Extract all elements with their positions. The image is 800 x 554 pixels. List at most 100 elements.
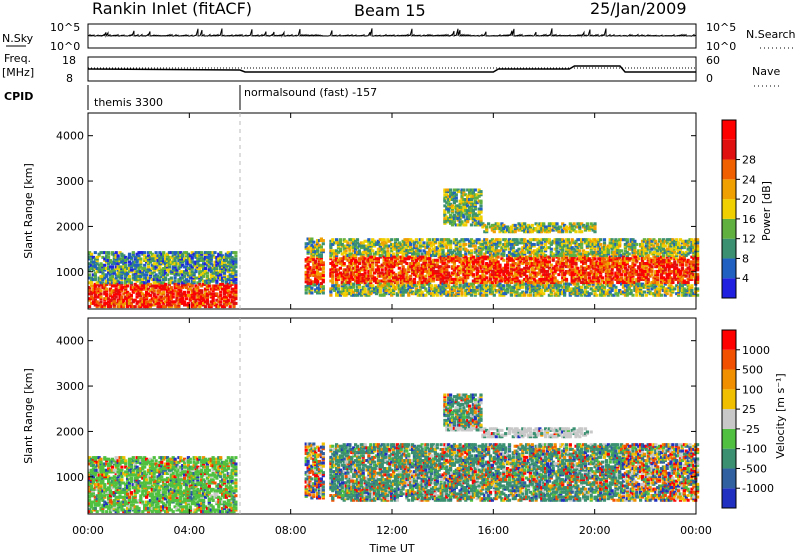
heatmap-cell (397, 274, 401, 278)
heatmap-cell (120, 268, 124, 272)
heatmap-cell (145, 292, 149, 296)
heatmap-cell (437, 277, 441, 281)
heatmap-cell (469, 204, 474, 208)
heatmap-cell (469, 244, 474, 248)
heatmap-cell (532, 274, 536, 278)
heatmap-cell (126, 305, 130, 309)
heatmap-cell (504, 281, 508, 285)
heatmap-cell (587, 273, 591, 277)
heatmap-cell (536, 281, 540, 285)
heatmap-cell (538, 254, 542, 258)
heatmap-cell (460, 268, 464, 272)
heatmap-cell (118, 251, 122, 255)
heatmap-cell (409, 249, 413, 253)
heatmap-cell (169, 293, 173, 297)
heatmap-cell (118, 260, 122, 264)
heatmap-cell (152, 300, 156, 304)
heatmap-cell (494, 223, 498, 227)
heatmap-cell (190, 260, 194, 264)
heatmap-cell (112, 252, 116, 256)
heatmap-cell (179, 300, 183, 304)
heatmap-cell (452, 281, 456, 285)
heatmap-cell (452, 239, 456, 243)
heatmap-cell (563, 293, 567, 297)
heatmap-cell (504, 290, 508, 294)
heatmap-cell (101, 265, 105, 269)
heatmap-cell (498, 239, 502, 243)
heatmap-cell (167, 265, 171, 269)
heatmap-cell (363, 257, 367, 261)
heatmap-cell (462, 242, 466, 246)
heatmap-cell (317, 283, 322, 287)
heatmap-cell (437, 254, 441, 258)
heatmap-cell (158, 251, 162, 255)
heatmap-cell (549, 222, 553, 226)
heatmap-cell (357, 284, 361, 288)
heatmap-cell (126, 293, 130, 297)
heatmap-cell (131, 263, 135, 267)
heatmap-cell (405, 290, 409, 294)
heatmap-cell (517, 266, 521, 270)
heatmap-cell (466, 199, 470, 203)
heatmap-cell (205, 297, 209, 301)
heatmap-cell (120, 301, 124, 305)
heatmap-cell (544, 247, 548, 251)
heatmap-cell (228, 301, 232, 305)
heatmap-cell (409, 242, 413, 246)
heatmap-cell (416, 249, 420, 253)
heatmap-cell (367, 277, 371, 281)
heatmap-cell (528, 230, 532, 234)
heatmap-cell (91, 255, 95, 259)
heatmap-cell (414, 290, 418, 294)
heatmap-cell (587, 227, 591, 231)
heatmap-cell (443, 255, 447, 259)
heatmap-cell (525, 257, 529, 261)
heatmap-cell (458, 258, 462, 262)
heatmap-cell (481, 222, 485, 226)
heatmap-cell (363, 249, 367, 253)
heatmap-cell (593, 290, 597, 294)
heatmap-cell (164, 284, 168, 288)
heatmap-cell (200, 300, 204, 304)
heatmap-cell (181, 273, 185, 277)
heatmap-cell (578, 273, 582, 277)
heatmap-cell (373, 255, 377, 259)
heatmap-cell (150, 298, 154, 302)
heatmap-cell (473, 205, 477, 209)
heatmap-cell (452, 188, 456, 192)
heatmap-cell (179, 290, 183, 294)
heatmap-cell (393, 257, 398, 261)
heatmap-cell (184, 259, 189, 263)
heatmap-cell (424, 281, 428, 285)
heatmap-cell (426, 252, 430, 256)
heatmap-cell (213, 301, 217, 305)
heatmap-cell (469, 238, 474, 242)
heatmap-cell (462, 254, 466, 258)
heatmap-cell (523, 293, 527, 297)
heatmap-cell (418, 269, 422, 273)
heatmap-cell (114, 287, 118, 291)
heatmap-cell (454, 252, 458, 256)
heatmap-cell (502, 254, 506, 258)
heatmap-cell (466, 263, 470, 267)
heatmap-cell (523, 238, 527, 242)
heatmap-cell (412, 252, 417, 256)
heatmap-cell (589, 250, 593, 254)
heatmap-cell (475, 193, 479, 197)
heatmap-cell (314, 278, 318, 282)
heatmap-cell (479, 215, 483, 219)
heatmap-cell (184, 268, 189, 272)
heatmap-cell (133, 274, 137, 278)
heatmap-cell (530, 261, 534, 265)
heatmap-cell (515, 285, 519, 289)
heatmap-cell (93, 286, 97, 290)
heatmap-cell (160, 270, 164, 274)
heatmap-cell (549, 285, 553, 289)
heatmap-cell (310, 254, 314, 258)
heatmap-cell (498, 290, 502, 294)
heatmap-cell (200, 251, 204, 255)
heatmap-cell (521, 268, 525, 272)
heatmap-cell (428, 268, 432, 272)
heatmap-cell (173, 262, 177, 266)
heatmap-cell (582, 268, 586, 272)
